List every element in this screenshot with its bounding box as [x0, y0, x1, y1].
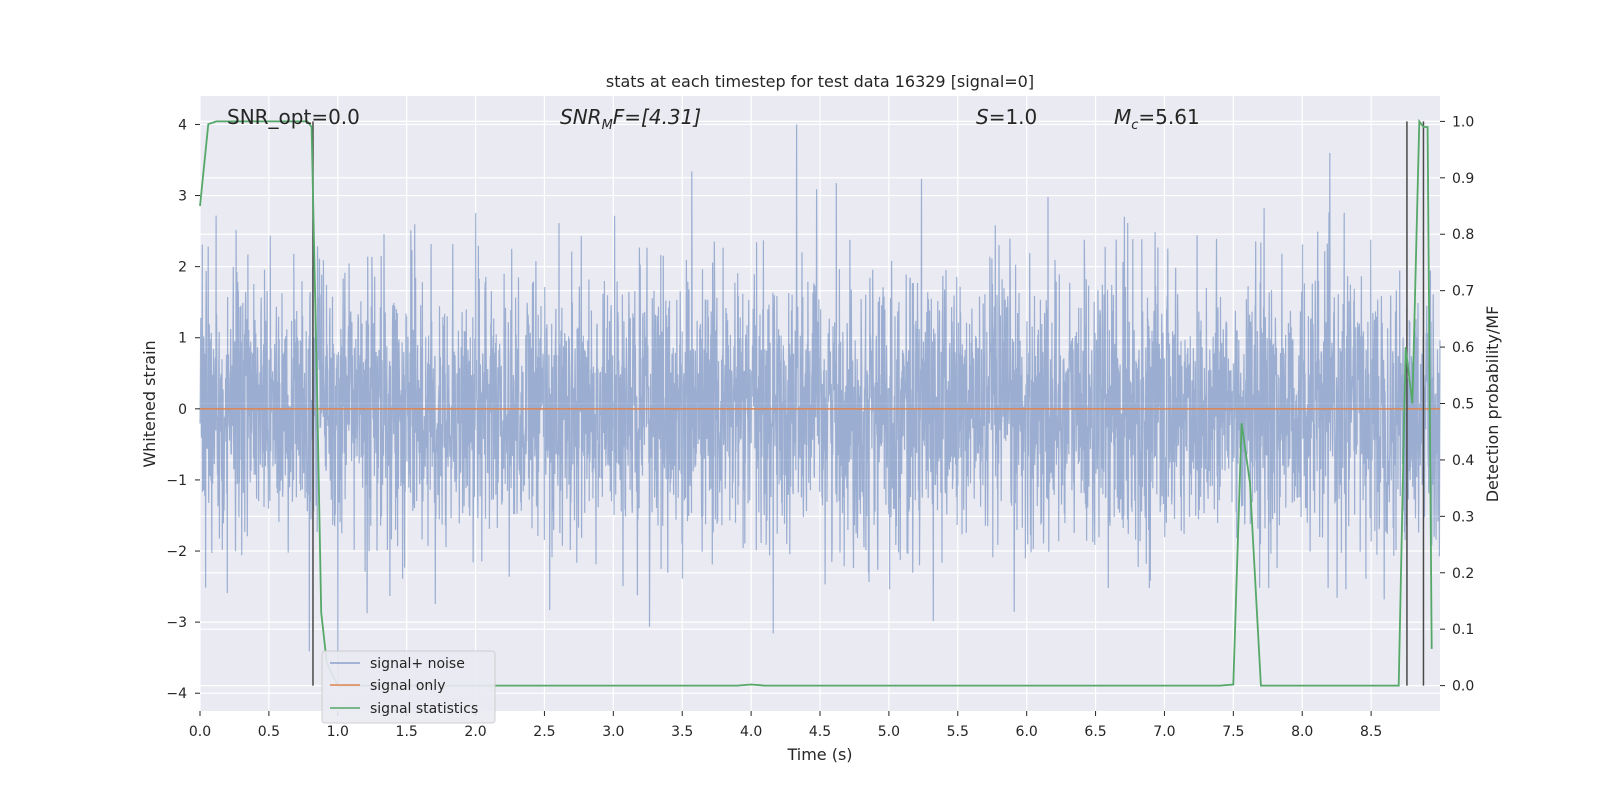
y2-tick-label: 0.8: [1452, 227, 1474, 243]
s-italic: S: [976, 105, 989, 129]
y2-tick-label: 0.6: [1452, 340, 1474, 356]
x-tick-label: 8.5: [1360, 724, 1382, 740]
annotation-snr-opt: SNR_opt=0.0: [227, 105, 360, 129]
x-tick-label: 6.5: [1084, 724, 1106, 740]
legend-label-signal-statistics: signal statistics: [370, 701, 478, 717]
s-rest: =1.0: [989, 105, 1038, 129]
mc-rest: =5.61: [1138, 105, 1199, 129]
y2-tick-label: 0.2: [1452, 566, 1474, 582]
y-ticks: 4 3 2 1 0 −1 −2 −3 −4: [166, 117, 200, 702]
noise-trace: [199, 124, 1441, 687]
x-tick-label: 3.0: [602, 724, 624, 740]
legend-box: [321, 650, 496, 724]
x-tick-label: 8.0: [1291, 724, 1313, 740]
x-tick-label: 7.0: [1153, 724, 1175, 740]
snr-mf-rest: F=[4.31]: [613, 105, 701, 129]
y-axis-label: Whitened strain: [140, 340, 159, 467]
y2-tick-label: 0.7: [1452, 284, 1474, 300]
annotation-snr-mf: SNRMF=[4.31]: [560, 105, 701, 133]
y-tick-label: −4: [166, 686, 187, 702]
legend-label-signal-only: signal only: [370, 678, 445, 694]
x-tick-label: 3.5: [671, 724, 693, 740]
x-tick-label: 2.0: [464, 724, 486, 740]
y-tick-label: −2: [166, 544, 187, 560]
legend: signal+ noise signal only signal statist…: [321, 650, 496, 724]
snr-mf-base: SNR: [560, 105, 602, 129]
y-tick-label: 1: [178, 331, 187, 347]
y2-tick-label: 1.0: [1452, 114, 1474, 130]
y2-tick-label: 0.5: [1452, 397, 1474, 413]
x-tick-label: 2.5: [533, 724, 555, 740]
x-tick-label: 6.0: [1016, 724, 1038, 740]
mc-sub: c: [1131, 118, 1138, 133]
annotation-s: S=1.0: [976, 105, 1037, 129]
x-tick-label: 4.5: [809, 724, 831, 740]
y2-tick-label: 0.1: [1452, 622, 1474, 638]
y2-tick-label: 0.3: [1452, 509, 1474, 525]
legend-label-signal-noise: signal+ noise: [370, 656, 465, 672]
mc-base: M: [1114, 105, 1131, 129]
x-tick-label: 5.5: [947, 724, 969, 740]
series-signal-statistics: [199, 118, 1433, 687]
y2-tick-label: 0.4: [1452, 453, 1474, 469]
signal-statistics-line: [199, 118, 1433, 687]
y-tick-label: 4: [178, 117, 187, 133]
y-tick-label: −3: [166, 615, 187, 631]
y2-tick-label: 0.0: [1452, 679, 1474, 695]
x-tick-label: 0.5: [258, 724, 280, 740]
y-tick-label: 2: [178, 260, 187, 276]
y-tick-label: 0: [178, 402, 187, 418]
x-axis-label: Time (s): [786, 745, 852, 764]
x-tick-label: 4.0: [740, 724, 762, 740]
y2-ticks: 1.0 0.9 0.8 0.7 0.6 0.5 0.4 0.3 0.2 0.1 0.0: [1440, 114, 1474, 695]
chart-title: stats at each timestep for test data 163…: [606, 72, 1034, 91]
x-tick-label: 5.0: [878, 724, 900, 740]
y2-tick-label: 0.9: [1452, 171, 1474, 187]
x-tick-label: 7.5: [1222, 724, 1244, 740]
y-tick-label: 3: [178, 189, 187, 205]
x-tick-label: 1.0: [327, 724, 349, 740]
series-signal-noise: [199, 124, 1441, 687]
x-ticks: 0.0 0.5 1.0 1.5 2.0 2.5 3.0 3.5 4.0 4.5 5.0 5.5 6.0 6…: [189, 711, 1382, 740]
snr-mf-sub: M: [602, 118, 613, 133]
y2-axis-label: Detection probability/MF: [1483, 306, 1502, 503]
x-tick-label: 1.5: [396, 724, 418, 740]
x-tick-label: 0.0: [189, 724, 211, 740]
annotation-mc: Mc=5.61: [1114, 105, 1200, 133]
y-tick-label: −1: [166, 473, 187, 489]
